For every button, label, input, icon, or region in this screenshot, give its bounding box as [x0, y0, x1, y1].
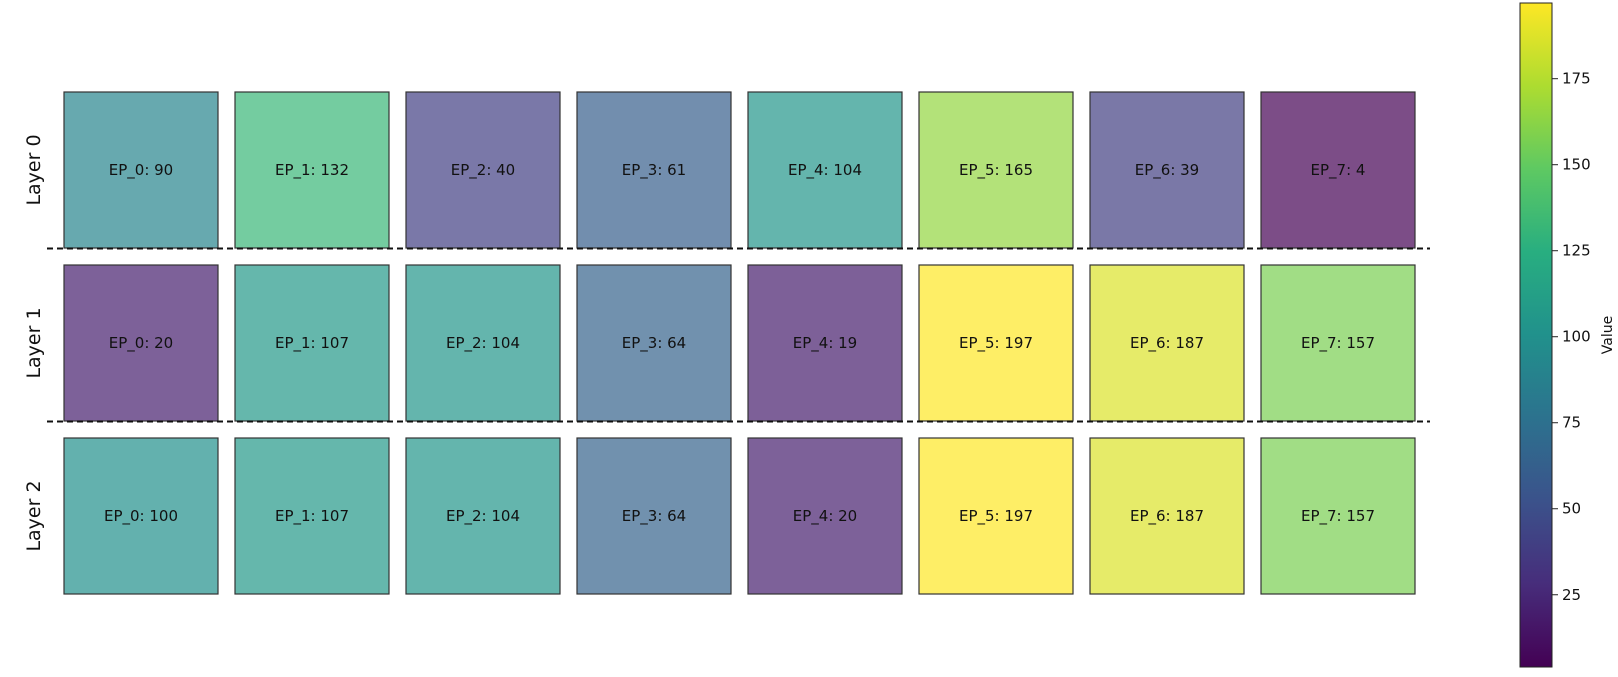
cell-label: EP_0: 20: [109, 334, 173, 353]
heatmap-cell: [405, 264, 561, 422]
cell-label: EP_4: 19: [793, 334, 857, 353]
cell-label: EP_1: 107: [275, 334, 349, 353]
colorbar-tick-label: 50: [1562, 500, 1581, 518]
heatmap-cell: [1260, 91, 1416, 249]
heatmap-cell: [234, 437, 390, 595]
cell-label: EP_2: 40: [451, 161, 515, 180]
heatmap-cell: [234, 264, 390, 422]
colorbar-tick-label: 175: [1562, 70, 1591, 88]
heatmap-cell: [405, 91, 561, 249]
cell-label: EP_2: 104: [446, 507, 520, 526]
colorbar-tick-label: 150: [1562, 156, 1591, 174]
row-label: Layer 1: [23, 307, 45, 378]
heatmap-cell: [1260, 437, 1416, 595]
colorbar-label: Value: [1600, 316, 1616, 354]
cell-label: EP_6: 39: [1135, 161, 1199, 180]
cell-label: EP_0: 90: [109, 161, 173, 180]
heatmap-cell: [1260, 264, 1416, 422]
cell-label: EP_3: 61: [622, 161, 686, 180]
cell-label: EP_4: 104: [788, 161, 862, 180]
colorbar: 25 50 75 100 125 150 175 Value: [1519, 2, 1616, 668]
heatmap-cells: EP_0: 90 EP_1: 132 EP_2: 40 EP_3: 61 EP_4: 1…: [63, 91, 1416, 595]
colorbar-tick-label: 125: [1562, 242, 1591, 260]
heatmap-cell: [747, 264, 903, 422]
heatmap-cell: [576, 264, 732, 422]
cell-label: EP_2: 104: [446, 334, 520, 353]
heatmap-cell: [576, 437, 732, 595]
heatmap-cell: [1089, 264, 1245, 422]
colorbar-tick-label: 75: [1562, 414, 1581, 432]
heatmap-cell: [576, 91, 732, 249]
row-labels: Layer 0 Layer 1 Layer 2: [23, 134, 45, 551]
heatmap-cell: [918, 91, 1074, 249]
row-label: Layer 0: [23, 134, 45, 205]
colorbar-gradient: [1519, 2, 1553, 668]
cell-label: EP_1: 107: [275, 507, 349, 526]
cell-label: EP_5: 165: [959, 161, 1033, 180]
heatmap-cell: [63, 91, 219, 249]
cell-label: EP_7: 4: [1311, 161, 1366, 180]
cell-label: EP_0: 100: [104, 507, 178, 526]
cell-label: EP_7: 157: [1301, 507, 1375, 526]
heatmap-cell: [405, 437, 561, 595]
cell-label: EP_4: 20: [793, 507, 857, 526]
row-label: Layer 2: [23, 480, 45, 551]
heatmap-cell: [63, 437, 219, 595]
heatmap-cell: [918, 437, 1074, 595]
heatmap-cell: [918, 264, 1074, 422]
cell-label: EP_7: 157: [1301, 334, 1375, 353]
colorbar-tick-label: 100: [1562, 328, 1591, 346]
heatmap-cell: [234, 91, 390, 249]
cell-label: EP_6: 187: [1130, 334, 1204, 353]
colorbar-ticks: 25 50 75 100 125 150 175: [1552, 70, 1591, 604]
cell-label: EP_3: 64: [622, 507, 686, 526]
colorbar-tick-label: 25: [1562, 586, 1581, 604]
heatmap-cell: [1089, 437, 1245, 595]
cell-label: EP_1: 132: [275, 161, 349, 180]
cell-label: EP_3: 64: [622, 334, 686, 353]
row-separators: [47, 247, 1430, 423]
heatmap-cell: [747, 437, 903, 595]
cell-label: EP_5: 197: [959, 334, 1033, 353]
heatmap-cell: [747, 91, 903, 249]
cell-label: EP_6: 187: [1130, 507, 1204, 526]
cell-label: EP_5: 197: [959, 507, 1033, 526]
